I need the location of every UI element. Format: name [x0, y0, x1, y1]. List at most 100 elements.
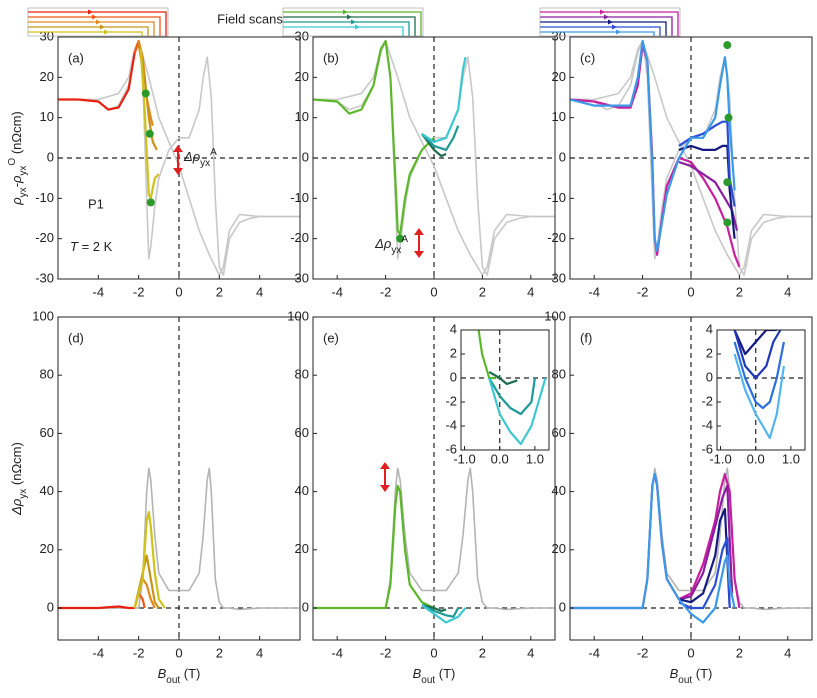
inset-background [461, 330, 549, 450]
scan-icon-arrow [96, 19, 101, 25]
text-part: yx [200, 158, 210, 169]
plot-area [313, 317, 555, 640]
series-line [570, 44, 741, 268]
series-line [421, 604, 447, 612]
series-line [488, 377, 547, 446]
y-tick-label: -2 [445, 393, 457, 408]
x-tick-label: 4 [784, 284, 791, 299]
x-tick-label: 1.0 [526, 451, 544, 466]
scan-icon-arrow [351, 19, 356, 25]
text-part: O [7, 158, 18, 166]
series-line [570, 473, 736, 624]
x-tick-label: 2 [736, 284, 743, 299]
text-part: (T) [692, 666, 712, 681]
series-line [488, 371, 518, 386]
y-tick-label: 100 [32, 308, 54, 323]
series-line [58, 40, 140, 111]
panel-label: (c) [580, 50, 595, 65]
y-tick-label: 0 [559, 599, 566, 614]
series-line [733, 330, 782, 380]
y-tick-label: -30 [290, 270, 309, 285]
scan-icon [283, 16, 416, 36]
scan-icon [540, 11, 679, 36]
text-part: A [401, 234, 408, 245]
plot-area [58, 37, 300, 279]
y-tick-label: -30 [547, 270, 566, 285]
frame [57, 316, 301, 641]
y-tick-label: -10 [35, 190, 54, 205]
frame [716, 329, 806, 451]
series-line [678, 508, 731, 609]
y-axis-label: Δρyx (nΩcm) [9, 442, 29, 516]
y-tick-label: 2 [450, 345, 457, 360]
x-tick-label: 2 [216, 645, 223, 660]
arrow-head [173, 145, 183, 152]
plot-area [570, 317, 812, 640]
text-part: A [210, 147, 217, 158]
panel-label: (f) [580, 330, 592, 345]
y-tick-label: 0 [47, 599, 54, 614]
y-tick-label: 100 [287, 308, 309, 323]
series-line [733, 341, 785, 410]
plot-area [461, 330, 549, 450]
y-tick-label: 20 [40, 541, 54, 556]
scan-icon [540, 31, 655, 36]
scan-icon [540, 21, 667, 36]
x-tick-label: 2 [216, 284, 223, 299]
x-tick-label: 0 [430, 284, 437, 299]
x-tick-label: 0 [430, 645, 437, 660]
scan-icon [28, 26, 149, 36]
y-tick-label: 20 [295, 69, 309, 84]
series-line [678, 537, 731, 610]
scan-icon-box [539, 7, 681, 37]
y-tick-label: 0 [47, 149, 54, 164]
text-part: (T) [435, 666, 455, 681]
x-tick-label: 0 [687, 284, 694, 299]
text-part: B [413, 666, 422, 681]
delta-label: ΔρyxA [374, 234, 408, 256]
y-tick-label: 20 [552, 69, 566, 84]
x-tick-label: -2 [637, 284, 649, 299]
y-tick-label: 4 [706, 321, 713, 336]
y-tick-label: 0 [450, 369, 457, 384]
x-tick-label: 0.0 [747, 451, 765, 466]
x-tick-label: -2 [637, 645, 649, 660]
y-tick-label: 60 [295, 425, 309, 440]
text-part: ρ [9, 197, 24, 206]
y-tick-label: 20 [295, 541, 309, 556]
text-part: T [70, 239, 79, 254]
reference-line [313, 40, 555, 276]
series-line [421, 125, 460, 151]
text-part: yx [18, 489, 29, 499]
scan-icon [540, 26, 661, 36]
y-tick-label: 60 [40, 425, 54, 440]
arrow-head [414, 251, 424, 258]
marker [146, 198, 155, 207]
temperature-note: T = 2 K [70, 239, 113, 254]
x-tick-label: 4 [527, 284, 534, 299]
y-tick-label: -4 [445, 417, 457, 432]
text-part: (T) [180, 666, 200, 681]
y-axis-label: ρyx-ρyxO (nΩcm) [7, 111, 29, 206]
series-line [421, 133, 447, 158]
y-tick-label: 100 [544, 308, 566, 323]
y-tick-label: -4 [701, 417, 713, 432]
panel-label: (d) [68, 330, 84, 345]
scan-icon-arrow [616, 29, 621, 35]
frame [569, 316, 813, 641]
scan-icon-box [27, 7, 169, 37]
y-tick-label: 80 [40, 367, 54, 382]
panel-label: (b) [323, 50, 339, 65]
x-axis-label: Bout (T) [158, 666, 201, 686]
series-line [570, 39, 736, 252]
x-tick-label: -1.0 [453, 451, 475, 466]
y-tick-label: 40 [40, 483, 54, 498]
x-tick-label: 4 [256, 284, 263, 299]
x-tick-label: 0.0 [491, 451, 509, 466]
text-part: Δρ [9, 498, 24, 516]
scan-icon-box [282, 7, 424, 37]
x-tick-label: -4 [588, 645, 600, 660]
series-line [733, 353, 785, 440]
plot-area [313, 37, 555, 279]
